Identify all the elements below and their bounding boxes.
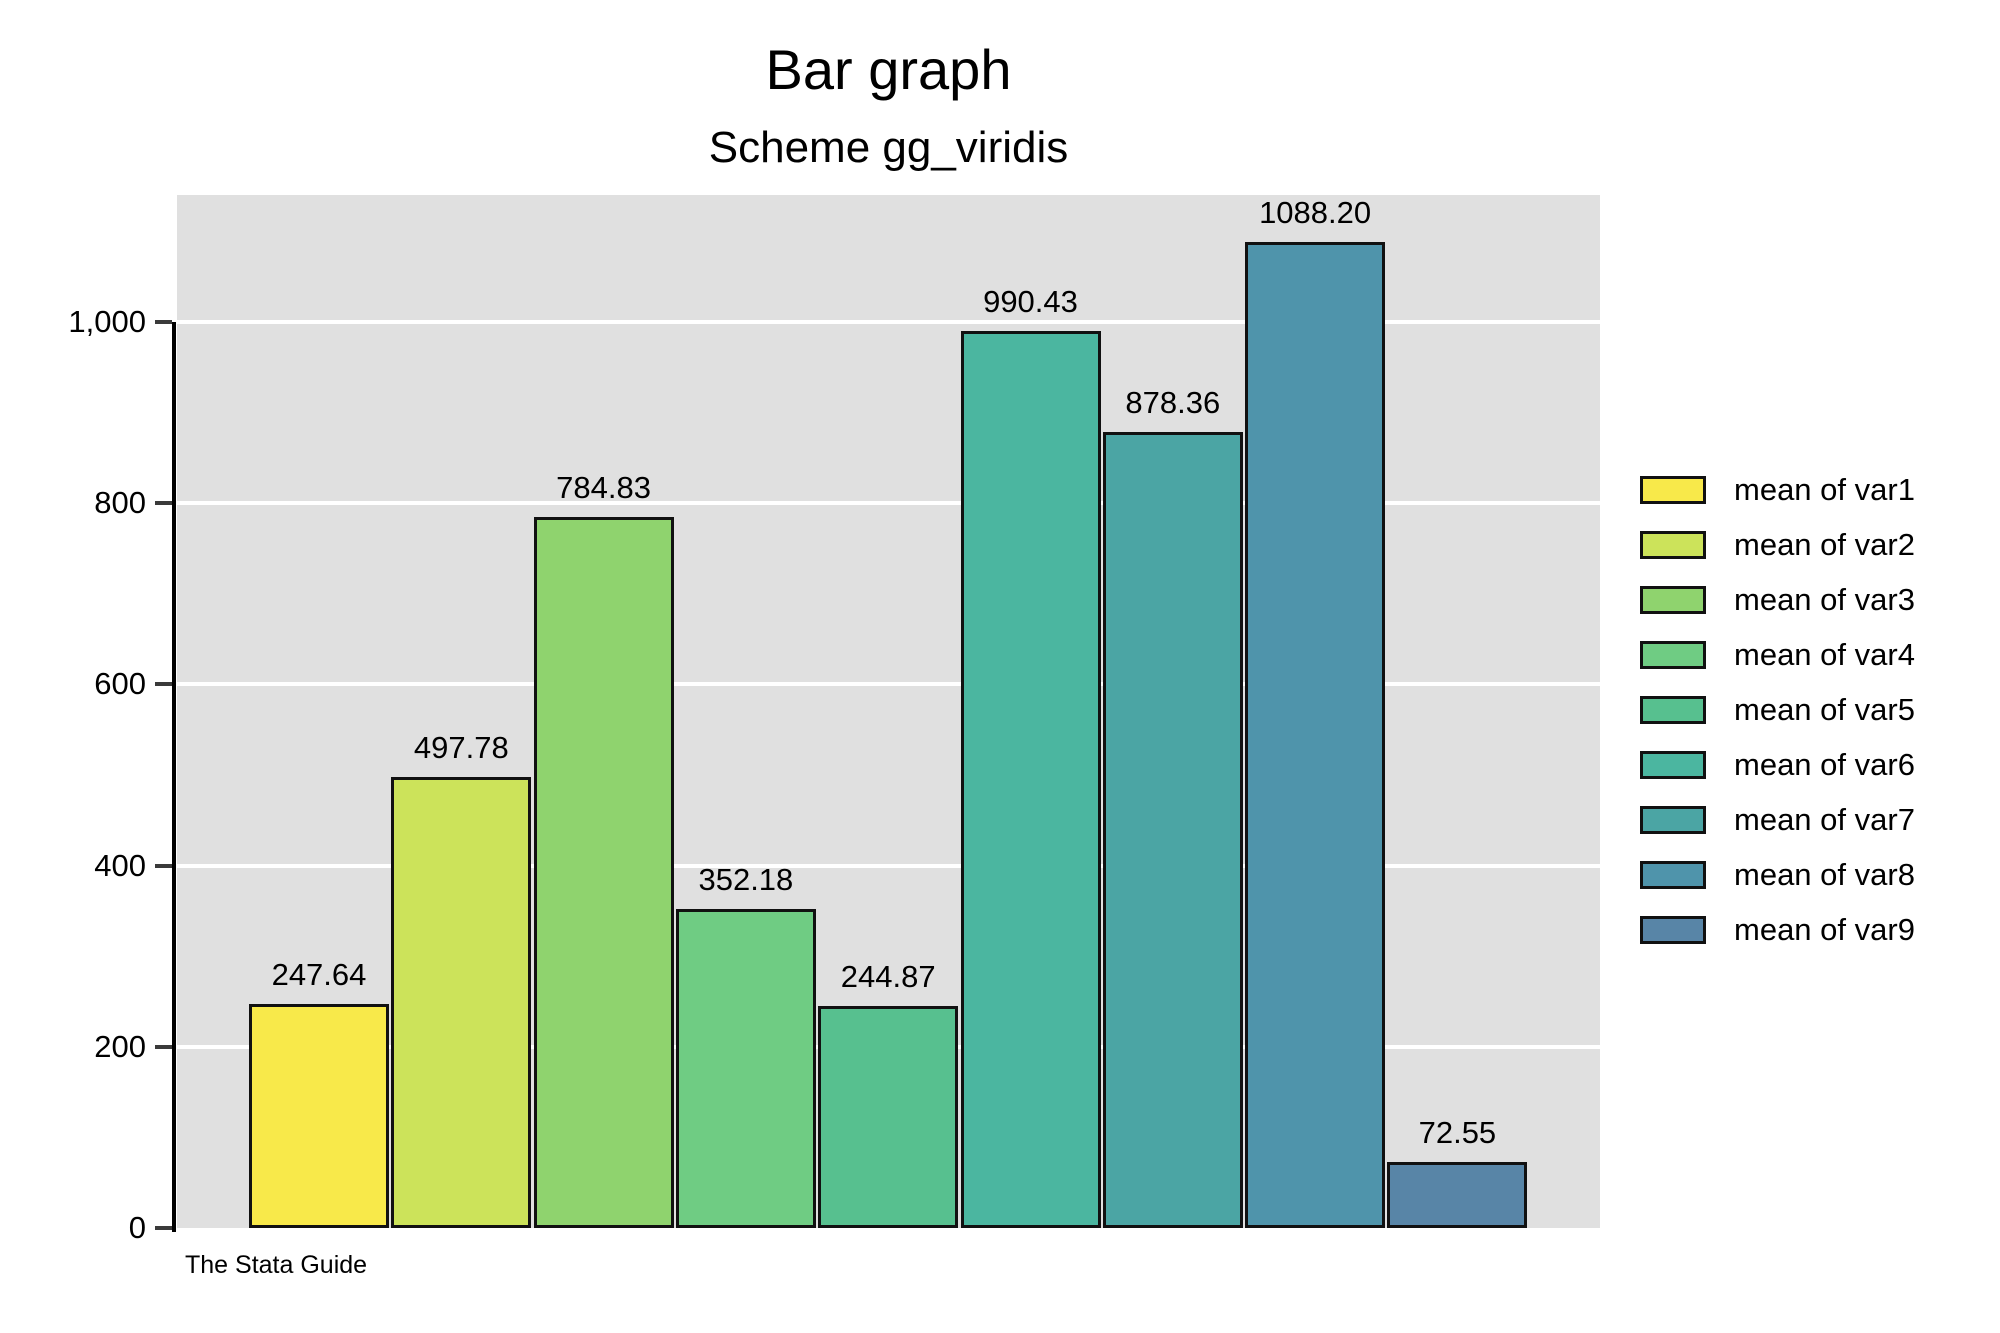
y-axis-line <box>172 322 176 1232</box>
chart-subtitle: Scheme gg_viridis <box>708 123 1069 172</box>
legend-label-var2: mean of var2 <box>1734 527 1915 562</box>
legend-item-var8: mean of var8 <box>1640 857 1915 892</box>
y-tick-label-0: 0 <box>128 1210 146 1245</box>
legend-swatch-var9 <box>1640 916 1706 944</box>
gridline-800 <box>177 501 1600 506</box>
gridline-1000 <box>177 320 1600 324</box>
bar-var7 <box>1102 432 1243 1228</box>
legend-swatch-var8 <box>1640 861 1706 889</box>
y-tick-label-400: 400 <box>94 847 146 883</box>
bar-value-label-var4: 352.18 <box>698 861 794 897</box>
legend-item-var3: mean of var3 <box>1640 582 1915 617</box>
y-tick-label-800: 800 <box>94 485 146 521</box>
legend-swatch-var5 <box>1640 696 1706 724</box>
bar-var8 <box>1245 242 1386 1228</box>
bar-value-label-var6: 990.43 <box>983 283 1078 319</box>
legend-swatch-var3 <box>1640 586 1706 614</box>
bar-var5 <box>818 1006 959 1228</box>
legend-item-var2: mean of var2 <box>1640 527 1915 562</box>
y-tick-600 <box>155 682 172 687</box>
bar-var9 <box>1387 1162 1528 1228</box>
legend-label-var9: mean of var9 <box>1734 912 1915 947</box>
y-tick-1000 <box>155 320 172 324</box>
legend-item-var6: mean of var6 <box>1640 747 1915 782</box>
bar-var6 <box>960 330 1101 1228</box>
y-tick-label-200: 200 <box>94 1028 146 1064</box>
legend-label-var3: mean of var3 <box>1734 582 1915 617</box>
legend-label-var7: mean of var7 <box>1734 802 1915 837</box>
legend-label-var6: mean of var6 <box>1734 747 1915 782</box>
y-tick-0 <box>155 1226 172 1230</box>
chart-title: Bar graph <box>765 38 1012 101</box>
legend-label-var5: mean of var5 <box>1734 692 1915 727</box>
bar-var2 <box>391 777 532 1228</box>
bar-value-label-var5: 244.87 <box>840 959 936 995</box>
plot-area: 247.64 497.78 784.83 352.18 244.87 990.43 878.… <box>177 195 1600 1228</box>
y-tick-label-1000: 1,000 <box>68 304 146 339</box>
bar-value-label-var1: 247.64 <box>271 956 367 992</box>
bar-value-label-var3: 784.83 <box>556 469 651 505</box>
bar-var4 <box>675 908 816 1228</box>
legend: mean of var1 mean of var2 mean of var3 mean… <box>1640 472 1915 947</box>
legend-swatch-var4 <box>1640 641 1706 669</box>
legend-item-var1: mean of var1 <box>1640 472 1915 507</box>
y-tick-label-600: 600 <box>94 666 146 702</box>
legend-swatch-var6 <box>1640 751 1706 779</box>
legend-label-var8: mean of var8 <box>1734 857 1915 892</box>
legend-item-var9: mean of var9 <box>1640 912 1915 947</box>
legend-swatch-var7 <box>1640 806 1706 834</box>
y-tick-400 <box>155 863 172 868</box>
gridline-400 <box>177 863 1600 868</box>
y-tick-200 <box>155 1044 172 1049</box>
legend-swatch-var1 <box>1640 476 1706 504</box>
gridline-600 <box>177 682 1600 687</box>
legend-swatch-var2 <box>1640 531 1706 559</box>
legend-item-var7: mean of var7 <box>1640 802 1915 837</box>
legend-label-var4: mean of var4 <box>1734 637 1915 672</box>
legend-label-var1: mean of var1 <box>1734 472 1915 507</box>
legend-item-var5: mean of var5 <box>1640 692 1915 727</box>
y-tick-800 <box>155 501 172 506</box>
bar-value-label-var8: 1088.20 <box>1259 195 1372 231</box>
bar-var3 <box>533 516 674 1228</box>
bar-value-label-var2: 497.78 <box>413 730 509 766</box>
legend-item-var4: mean of var4 <box>1640 637 1915 672</box>
bar-value-label-var9: 72.55 <box>1418 1115 1497 1151</box>
bar-var1 <box>249 1003 389 1228</box>
chart-caption: The Stata Guide <box>185 1251 368 1279</box>
bar-value-label-var7: 878.36 <box>1125 385 1221 421</box>
